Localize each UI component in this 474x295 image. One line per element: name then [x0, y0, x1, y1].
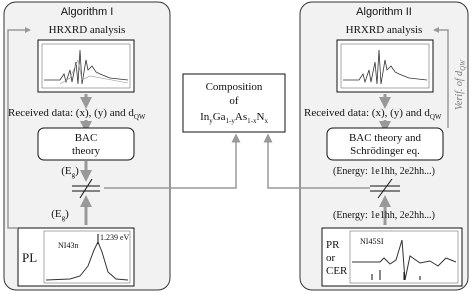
- link-arrow: [104, 133, 241, 189]
- received-data: Received data: (x), (y) and dQW: [8, 107, 146, 121]
- received-data: Received data: (x), (y) and dQW: [304, 107, 442, 121]
- theory-line: BAC theory and: [349, 132, 422, 144]
- pl-curve: [45, 240, 129, 281]
- xrd-curve: [44, 49, 129, 85]
- text: Received data: (x), (y) and d: [8, 107, 134, 119]
- energy-label: (Energy: 1e1hh, 2e2hh...): [333, 166, 435, 177]
- text: ): [75, 165, 79, 177]
- text: ): [65, 208, 69, 220]
- sample-label: NI43n: [58, 241, 78, 250]
- text: In: [200, 111, 210, 123]
- composition-box: [182, 73, 286, 133]
- method-label: PL: [22, 250, 37, 265]
- subscript: 1-x: [247, 117, 257, 125]
- eg-label: (Eg): [61, 165, 79, 179]
- subscript: QW: [430, 113, 442, 121]
- theory-line: Schrödinger eq.: [350, 145, 420, 157]
- text: N: [256, 111, 264, 123]
- subscript: x: [264, 117, 268, 125]
- plot-frame: [340, 43, 430, 89]
- composition-line: of: [229, 95, 239, 107]
- verif-label: Verif. of dQW: [454, 59, 467, 110]
- xrd-fit: [59, 59, 129, 85]
- subscript: 1-y: [226, 117, 236, 125]
- subscript: y: [209, 117, 213, 125]
- link-arrow: [263, 133, 370, 189]
- neq: [79, 178, 93, 199]
- eg-label: (Eg): [51, 208, 69, 222]
- subscript: QW: [459, 59, 467, 71]
- subscript: g: [62, 214, 66, 222]
- method-label: CER: [326, 265, 348, 277]
- energy-label: (Energy: 1e1hh, 2e2hh...): [333, 210, 435, 221]
- peak-label: 1.239 eV: [100, 233, 130, 242]
- panel-title: Algorithm I: [61, 6, 114, 18]
- step-label: HRXRD analysis: [346, 24, 423, 36]
- pr-curve: [352, 239, 457, 281]
- text: As: [235, 111, 247, 123]
- method-label: PR: [326, 239, 340, 251]
- text: Received data: (x), (y) and d: [304, 107, 430, 119]
- text: Verif. of d: [454, 70, 465, 110]
- method-label: or: [326, 252, 336, 264]
- step-label: HRXRD analysis: [49, 24, 126, 36]
- panel-title: Algorithm II: [356, 6, 412, 18]
- neq: [377, 178, 393, 199]
- sample-label: NI45SI: [360, 237, 384, 246]
- feedback-arrow: [433, 27, 449, 128]
- theory-line: theory: [72, 145, 101, 157]
- composition-line: Composition: [206, 81, 263, 93]
- transition-marks: [371, 270, 421, 280]
- plot-frame: [43, 230, 131, 284]
- subscript: QW: [134, 113, 146, 121]
- plot-frame: [41, 43, 131, 89]
- formula: InyGa1-yAs1-xNx: [200, 111, 268, 125]
- xrd-curve: [343, 49, 428, 85]
- feedback-arrow: [7, 27, 31, 229]
- text: (E: [61, 165, 72, 177]
- subscript: g: [72, 171, 76, 179]
- theory-box: [37, 127, 135, 161]
- text: Ga: [213, 111, 226, 123]
- text: (E: [51, 208, 62, 220]
- theory-line: BAC: [75, 132, 98, 144]
- theory-box: [326, 127, 444, 161]
